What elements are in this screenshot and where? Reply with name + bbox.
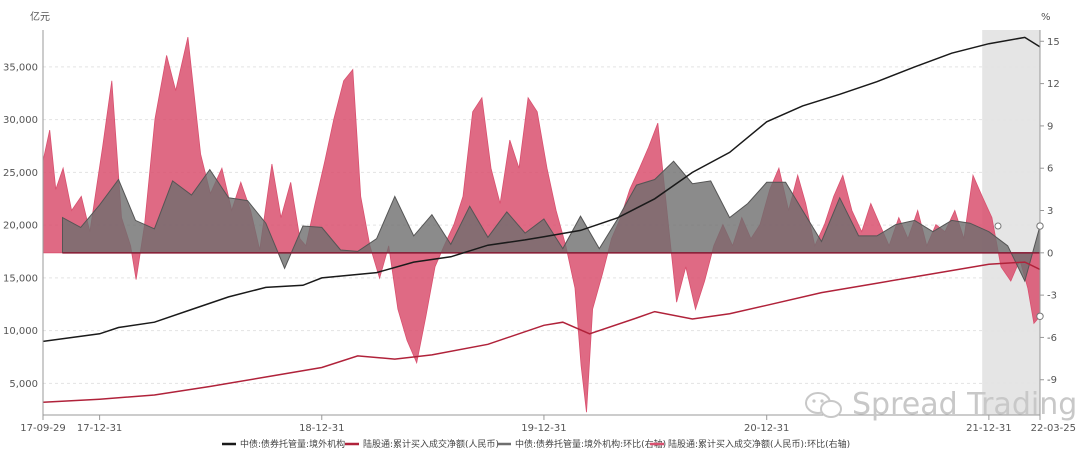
legend-label: 中债:债券托管量:境外机构 <box>240 438 345 450</box>
y-right-unit: % <box>1041 12 1051 23</box>
series-areas <box>43 37 1040 413</box>
end-markers <box>994 222 1044 320</box>
y-left-tick-label: 35,000 <box>3 62 38 73</box>
x-tick-label: 20-12-31 <box>744 423 789 434</box>
x-tick-label: 19-12-31 <box>521 423 566 434</box>
y-left-unit: 亿元 <box>30 10 50 23</box>
y-right-tick-label: 15 <box>1047 37 1060 48</box>
y-right-tick-label: 3 <box>1047 206 1053 217</box>
x-tick-label: 22-03-25 <box>1031 423 1076 434</box>
x-tick-label: 18-12-31 <box>299 423 344 434</box>
y-left-tick-label: 10,000 <box>3 326 38 337</box>
series-area-custody-mom <box>62 160 1040 283</box>
y-right-tick-label: 6 <box>1047 164 1053 175</box>
y-left-tick-label: 25,000 <box>3 168 38 179</box>
x-tick-label: 17-12-31 <box>77 423 122 434</box>
y-right-tick-label: -9 <box>1047 375 1057 386</box>
y-right-tick-label: 12 <box>1047 79 1060 90</box>
y-right-tick-label: -3 <box>1047 291 1057 302</box>
x-tick-label: 21-12-31 <box>966 423 1011 434</box>
series-line-custody <box>43 36 1040 343</box>
y-right-tick-label: -6 <box>1047 333 1057 344</box>
legend-label: 陆股通:累计买入成交净额(人民币) <box>363 438 499 450</box>
y-left-tick-label: 15,000 <box>3 273 38 284</box>
legend-label: 陆股通:累计买入成交净额(人民币):环比(右轴) <box>668 438 850 450</box>
y-right-tick-label: 9 <box>1047 121 1053 132</box>
x-tick-label: 17-09-29 <box>20 423 65 434</box>
y-left-tick-label: 20,000 <box>3 221 38 232</box>
y-right-tick-label: 0 <box>1047 248 1053 259</box>
y-left-tick-label: 30,000 <box>3 115 38 126</box>
watermark: Spread Trading <box>805 387 1077 422</box>
series-line-northbound <box>43 261 1040 404</box>
tick-labels: 5,000 10,000 15,000 20,000 25,000 30,000 35,00… <box>3 37 1076 434</box>
end-marker <box>1036 222 1044 230</box>
series-lines <box>43 36 1040 404</box>
end-marker <box>1036 312 1044 320</box>
watermark-text: Spread Trading <box>852 387 1077 422</box>
series-marker <box>994 222 1002 230</box>
wechat-icon <box>805 392 842 418</box>
y-left-tick-label: 5,000 <box>9 379 38 390</box>
legend: 中债:债券托管量:境外机构 陆股通:累计买入成交净额(人民币) 中债:债券托管量:境… <box>222 438 850 450</box>
legend-label: 中债:债券托管量:境外机构:环比(右轴) <box>515 438 666 450</box>
